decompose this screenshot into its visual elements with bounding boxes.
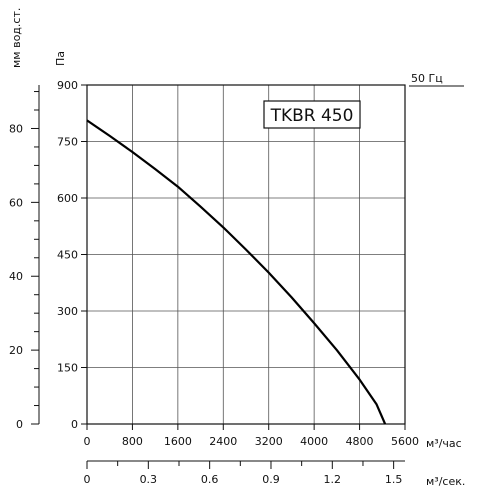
x-primary-tick-label: 4000	[300, 435, 328, 448]
frequency-label: 50 Гц	[411, 72, 443, 85]
y-primary-tick-label: 900	[57, 79, 78, 92]
y-secondary-tick-label: 80	[9, 122, 23, 135]
y-primary-tick-label: 150	[57, 362, 78, 375]
title-frame	[263, 100, 361, 129]
x-secondary-tick-label: 0	[84, 473, 91, 486]
y-secondary-tick-label: 40	[9, 270, 23, 283]
performance-curve	[86, 119, 387, 425]
x-primary-tick-label: 4800	[346, 435, 374, 448]
x-primary-label: м³/час	[426, 437, 462, 450]
y-primary-label: Па	[54, 51, 67, 66]
x-primary-tick-label: 0	[84, 435, 91, 448]
x-primary-tick-label: 2400	[209, 435, 237, 448]
axes	[31, 84, 406, 469]
data-series	[86, 119, 387, 425]
y-secondary-tick-label: 60	[9, 196, 23, 209]
y-primary-tick-label: 450	[57, 249, 78, 262]
x-secondary-tick-label: 0.6	[201, 473, 219, 486]
x-secondary-tick-label: 1.2	[324, 473, 342, 486]
x-secondary-tick-label: 0.9	[262, 473, 280, 486]
x-primary-tick-label: 800	[122, 435, 143, 448]
x-secondary-tick-label: 0.3	[140, 473, 158, 486]
y-primary-tick-label: 600	[57, 192, 78, 205]
plot-grid	[86, 84, 406, 425]
x-primary-tick-label: 5600	[391, 435, 419, 448]
y-primary-tick-label: 0	[71, 418, 78, 431]
x-secondary-label: м³/сек.	[426, 475, 465, 488]
x-secondary-tick-label: 1.5	[385, 473, 403, 486]
chart-title-box: TKBR 450	[263, 100, 361, 129]
y-secondary-tick-label: 20	[9, 344, 23, 357]
y-primary-tick-label: 300	[57, 305, 78, 318]
y-secondary-tick-label: 0	[16, 418, 23, 431]
chart-title: TKBR 450	[270, 106, 354, 126]
x-primary-tick-label: 3200	[255, 435, 283, 448]
y-secondary-label: мм вод.ст.	[10, 8, 23, 68]
y-primary-tick-label: 750	[57, 136, 78, 149]
x-primary-tick-label: 1600	[164, 435, 192, 448]
